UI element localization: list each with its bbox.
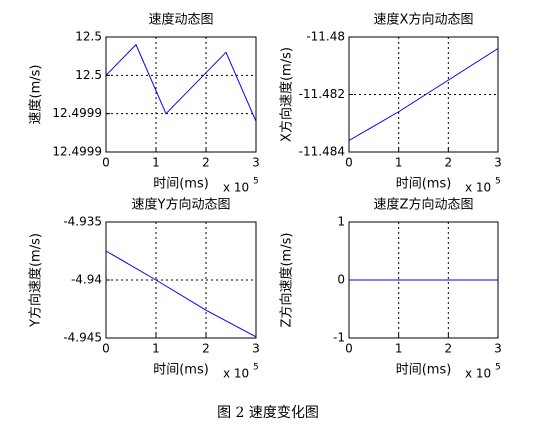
y-tick-label: 0 xyxy=(337,273,345,287)
x-tick-label: 2 xyxy=(202,342,210,356)
y-tick-label: -11.484 xyxy=(299,145,345,159)
y-tick-label: 12.5 xyxy=(75,68,102,82)
x-scale-exponent: 5 xyxy=(495,363,501,373)
y-axis-label: 速度(m/s) xyxy=(28,65,44,125)
x-scale-exponent: 5 xyxy=(253,363,259,373)
x-scale-label: x 10 xyxy=(223,181,249,195)
data-line xyxy=(105,43,257,122)
x-scale-label: x 10 xyxy=(465,367,491,381)
x-tick-label: 2 xyxy=(202,156,210,170)
y-tick-label: -4.935 xyxy=(63,215,102,229)
chart-title: 速度Z方向动态图 xyxy=(374,197,474,213)
x-scale-label: x 10 xyxy=(465,181,491,195)
caption: 图 2 速度变化图 xyxy=(217,405,319,421)
x-scale-label: x 10 xyxy=(223,367,249,381)
chart-title: 速度动态图 xyxy=(148,12,213,28)
data-line xyxy=(105,250,257,338)
x-tick-label: 0 xyxy=(102,342,110,356)
x-tick-label: 3 xyxy=(494,342,502,356)
x-tick-label: 0 xyxy=(345,342,353,356)
x-axis-label: 时间(ms) xyxy=(396,363,452,378)
axes-box xyxy=(348,36,499,153)
x-tick-label: 1 xyxy=(395,156,403,170)
y-axis-label: Z方向速度(m/s) xyxy=(279,233,295,328)
x-tick-label: 1 xyxy=(152,342,160,356)
y-tick-label: 12.5 xyxy=(75,30,102,44)
x-axis-label: 时间(ms) xyxy=(396,177,452,192)
x-tick-label: 0 xyxy=(102,156,110,170)
x-tick-label: 1 xyxy=(152,156,160,170)
chart-title: 速度Y方向动态图 xyxy=(132,197,231,213)
x-axis-label: 时间(ms) xyxy=(153,177,209,192)
y-tick-label: -11.482 xyxy=(299,87,345,101)
x-tick-label: 3 xyxy=(252,342,260,356)
y-axis-label: X方向速度(m/s) xyxy=(279,47,295,142)
chart-title: 速度X方向动态图 xyxy=(374,12,474,28)
x-tick-label: 1 xyxy=(395,342,403,356)
y-axis-label: Y方向速度(m/s) xyxy=(28,233,44,328)
y-tick-label: 12.4999 xyxy=(52,145,102,159)
y-tick-label: -4.945 xyxy=(63,331,102,345)
x-tick-label: 3 xyxy=(252,156,260,170)
x-tick-label: 2 xyxy=(445,342,453,356)
plot-area xyxy=(349,37,498,152)
data-line xyxy=(348,48,499,141)
x-tick-label: 3 xyxy=(494,156,502,170)
y-tick-label: -11.48 xyxy=(306,30,345,44)
x-scale-exponent: 5 xyxy=(253,177,259,187)
y-tick-label: 1 xyxy=(337,215,345,229)
x-tick-label: 2 xyxy=(445,156,453,170)
plot-area xyxy=(106,37,256,152)
x-scale-exponent: 5 xyxy=(495,177,501,187)
y-tick-label: -4.94 xyxy=(71,273,102,287)
y-tick-label: 12.4999 xyxy=(52,106,102,120)
axes-box xyxy=(105,221,257,339)
y-tick-label: -1 xyxy=(333,331,345,345)
axes-box xyxy=(105,36,257,153)
x-axis-label: 时间(ms) xyxy=(153,363,209,378)
x-tick-label: 0 xyxy=(345,156,353,170)
